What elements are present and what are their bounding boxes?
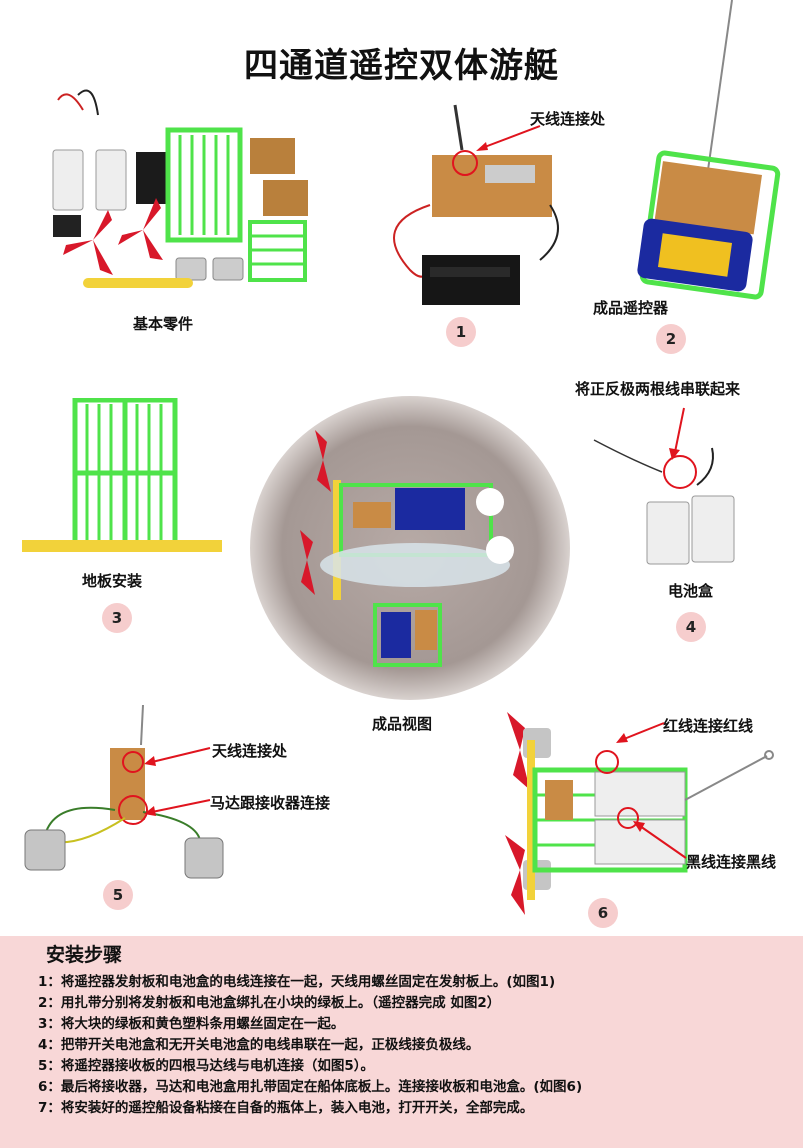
basic-parts-label: 基本零件 (133, 315, 194, 333)
step-badge-6: 6 (588, 898, 618, 928)
assembled-hull-photo (505, 712, 774, 915)
finished-remote-photo (637, 0, 781, 300)
step-badge-5: 5 (103, 880, 133, 910)
step-6: 6：最后将接收器，马达和电池盒用扎带固定在船体底板上。连接接收板和电池盒。(如图… (38, 1079, 583, 1095)
step-badge-1: 1 (446, 317, 476, 347)
battery-box-photo (593, 407, 735, 565)
motor-receiver-label: 马达跟接收器连接 (210, 794, 331, 812)
basic-parts-photo (52, 89, 308, 288)
floor-install-label: 地板安装 (82, 572, 143, 590)
floor-install-photo (22, 398, 222, 552)
transmitter-board-photo (393, 104, 559, 305)
step-badge-2: 2 (656, 324, 686, 354)
antenna-arrow-5 (144, 747, 211, 766)
step-5: 5：将遥控器接收板的四根马达线与电机连接（如图5）。 (38, 1058, 375, 1074)
step-7: 7：将安装好的遥控船设备粘接在自备的瓶体上，装入电池，打开开关，全部完成。 (38, 1100, 534, 1116)
black-to-black-label: 黑线连接黑线 (686, 853, 777, 871)
antenna-joint-label-1: 天线连接处 (530, 110, 606, 128)
red-wire-arrow (616, 722, 665, 743)
step-1: 1：将遥控器发射板和电池盒的电线连接在一起，天线用螺丝固定在发射板上。(如图1) (38, 974, 556, 990)
series-wires-label: 将正反极两根线串联起来 (575, 380, 741, 398)
step-4: 4：把带开关电池盒和无开关电池盒的电线串联在一起，正极线接负极线。 (38, 1037, 480, 1053)
antenna-arrow-1 (476, 125, 541, 151)
antenna-joint-label-5: 天线连接处 (212, 742, 288, 760)
motor-receiver-arrow (144, 799, 211, 816)
red-to-red-label: 红线连接红线 (663, 717, 754, 735)
finished-remote-label: 成品遥控器 (593, 299, 669, 317)
step-badge-4: 4 (676, 612, 706, 642)
step-badge-3: 3 (102, 603, 132, 633)
finished-view-label: 成品视图 (372, 715, 433, 733)
finished-view-photo (250, 396, 570, 700)
step-3: 3：将大块的绿板和黄色塑料条用螺丝固定在一起。 (38, 1016, 345, 1032)
page-title: 四通道遥控双体游艇 (244, 46, 559, 86)
black-wire-arrow (633, 821, 687, 859)
receiver-motor-photo (24, 704, 224, 879)
steps-list: 1：将遥控器发射板和电池盒的电线连接在一起，天线用螺丝固定在发射板上。(如图1)… (38, 972, 798, 1119)
instructions-panel (0, 936, 803, 1148)
step-2: 2：用扎带分别将发射板和电池盒绑扎在小块的绿板上。（遥控器完成 如图2） (38, 995, 501, 1011)
steps-title: 安装步骤 (46, 944, 123, 966)
battery-box-label: 电池盒 (668, 582, 714, 600)
